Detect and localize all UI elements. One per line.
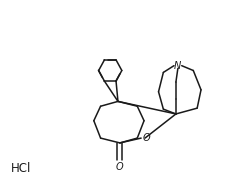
Text: N: N (174, 61, 181, 71)
Text: HCl: HCl (11, 162, 31, 175)
Text: O: O (116, 162, 124, 172)
Text: O: O (143, 133, 151, 143)
